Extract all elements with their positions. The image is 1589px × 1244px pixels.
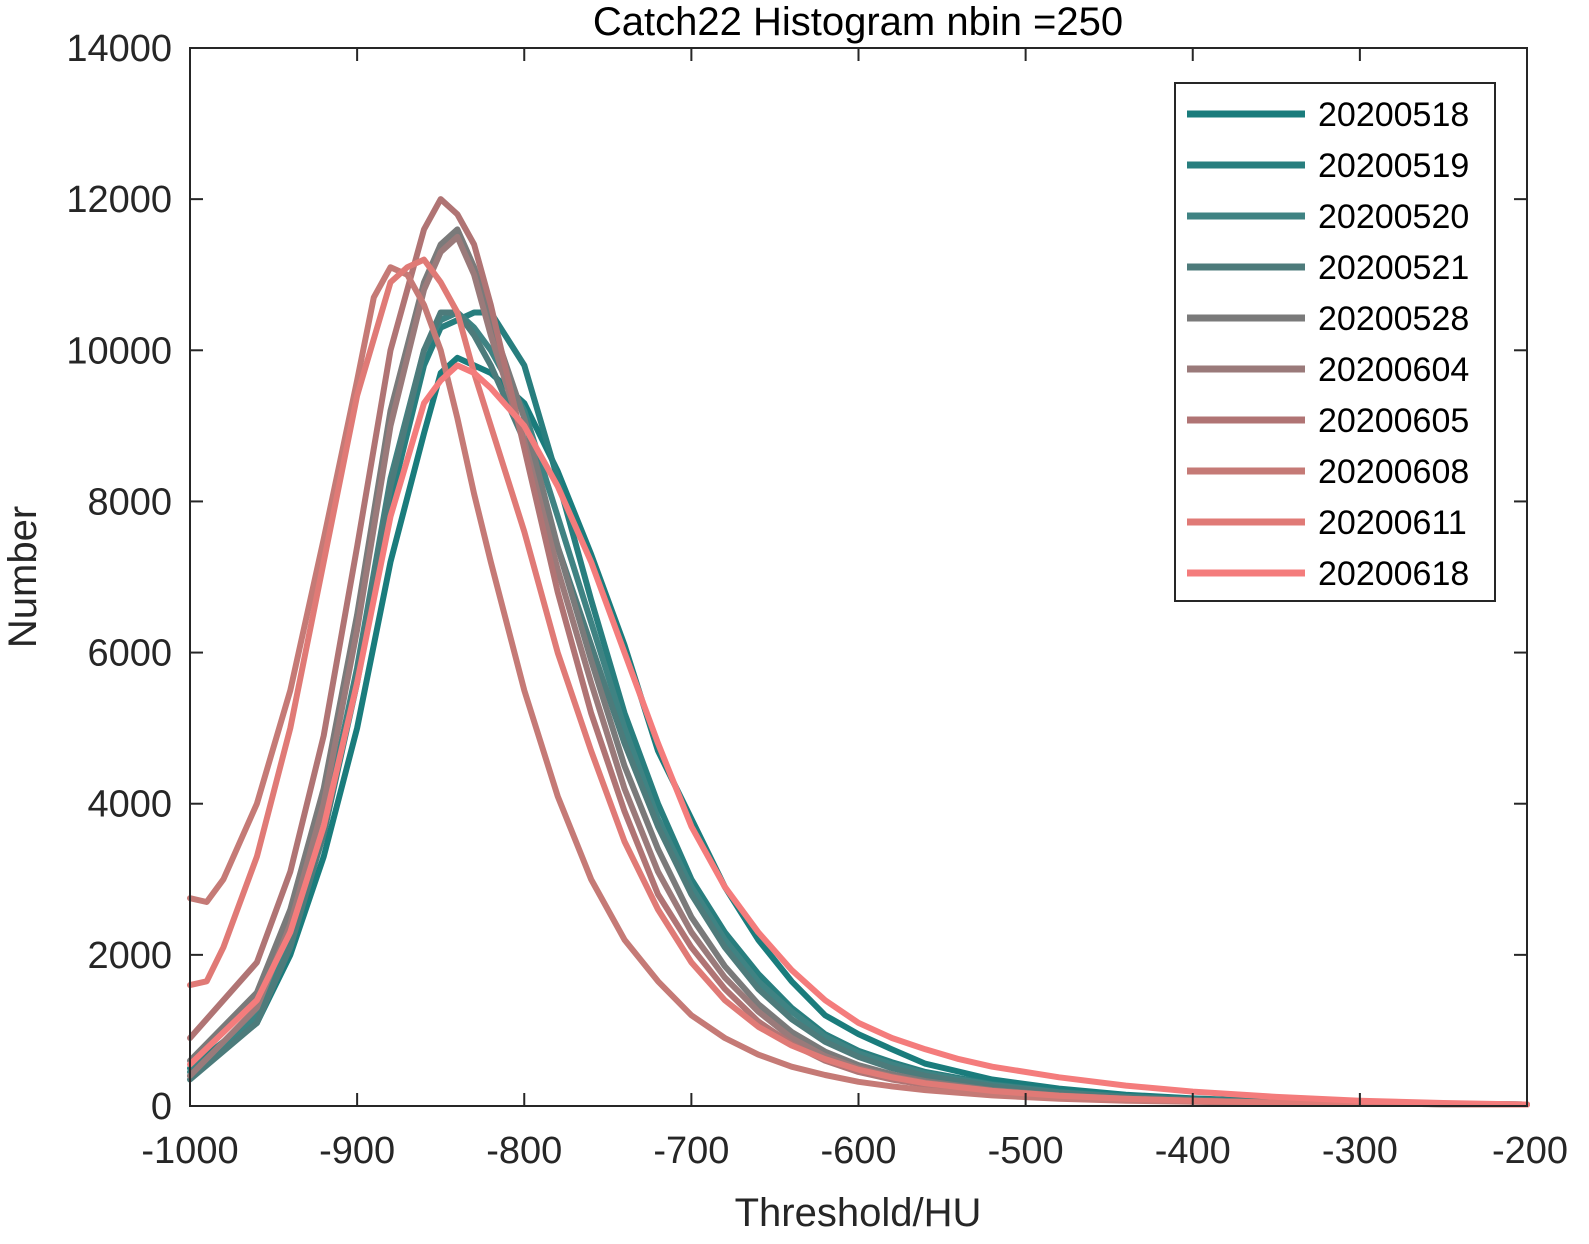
legend-label-20200611: 20200611	[1318, 504, 1467, 542]
x-tick-label: -900	[319, 1130, 395, 1172]
y-tick-label: 2000	[87, 935, 172, 977]
legend-label-20200618: 20200618	[1318, 555, 1469, 593]
axis-ticks: -1000 -900 -800 -700 -600 -500 -400 -300 -200 0 20…	[66, 28, 1568, 1172]
y-tick-label: 4000	[87, 784, 172, 826]
x-tick-label: -200	[1492, 1130, 1568, 1172]
x-tick-label: -1000	[141, 1130, 238, 1172]
legend-label-20200608: 20200608	[1318, 453, 1469, 491]
x-tick-label: -400	[1155, 1130, 1231, 1172]
y-axis-label: Number	[1, 506, 45, 648]
x-tick-label: -800	[486, 1130, 562, 1172]
x-tick-label: -300	[1322, 1130, 1398, 1172]
legend-label-20200521: 20200521	[1318, 249, 1469, 287]
legend-label-20200518: 20200518	[1318, 96, 1469, 134]
legend-label-20200604: 20200604	[1318, 351, 1469, 389]
x-tick-label: -500	[988, 1130, 1064, 1172]
y-tick-label: 12000	[66, 179, 172, 221]
legend-box	[1174, 82, 1496, 602]
legend-label-20200520: 20200520	[1318, 198, 1469, 236]
series-lines	[187, 196, 1530, 1108]
legend: 20200518 20200519 20200520 20200521 20200528…	[1174, 82, 1496, 602]
series-line-20200611	[187, 256, 1530, 1108]
x-axis-label: Threshold/HU	[735, 1191, 982, 1235]
series-line-20200618	[187, 362, 1530, 1108]
y-tick-label: 6000	[87, 633, 172, 675]
legend-label-20200528: 20200528	[1318, 300, 1469, 338]
legend-label-20200519: 20200519	[1318, 147, 1469, 185]
y-tick-label: 8000	[87, 481, 172, 523]
legend-label-20200605: 20200605	[1318, 402, 1469, 440]
x-tick-label: -700	[653, 1130, 729, 1172]
y-tick-label: 10000	[66, 330, 172, 372]
y-tick-label: 0	[151, 1086, 172, 1128]
y-tick-label: 14000	[66, 28, 172, 70]
x-tick-label: -600	[820, 1130, 896, 1172]
chart-title: Catch22 Histogram nbin =250	[593, 0, 1123, 44]
